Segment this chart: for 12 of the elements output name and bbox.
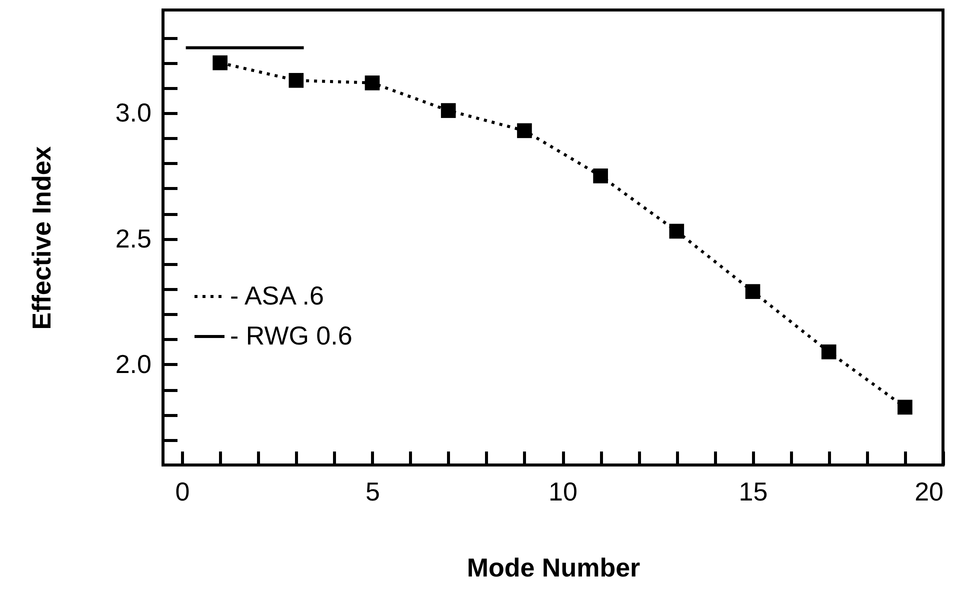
x-tick-label: 10 [548, 476, 578, 506]
legend-label: - ASA .6 [230, 280, 324, 310]
y-axis-title: Effective Index [26, 146, 56, 330]
y-tick-label: 2.5 [115, 223, 152, 254]
x-tick-label: 0 [175, 476, 190, 506]
legend-label: - RWG 0.6 [230, 320, 352, 350]
x-tick-label: 5 [366, 476, 380, 506]
x-tick-label: 15 [738, 476, 768, 506]
y-tick-label: 3.0 [115, 98, 152, 128]
y-tick-label: 2.0 [115, 348, 152, 379]
x-tick-label: 20 [914, 476, 944, 506]
x-axis-title: Mode Number [466, 552, 640, 582]
